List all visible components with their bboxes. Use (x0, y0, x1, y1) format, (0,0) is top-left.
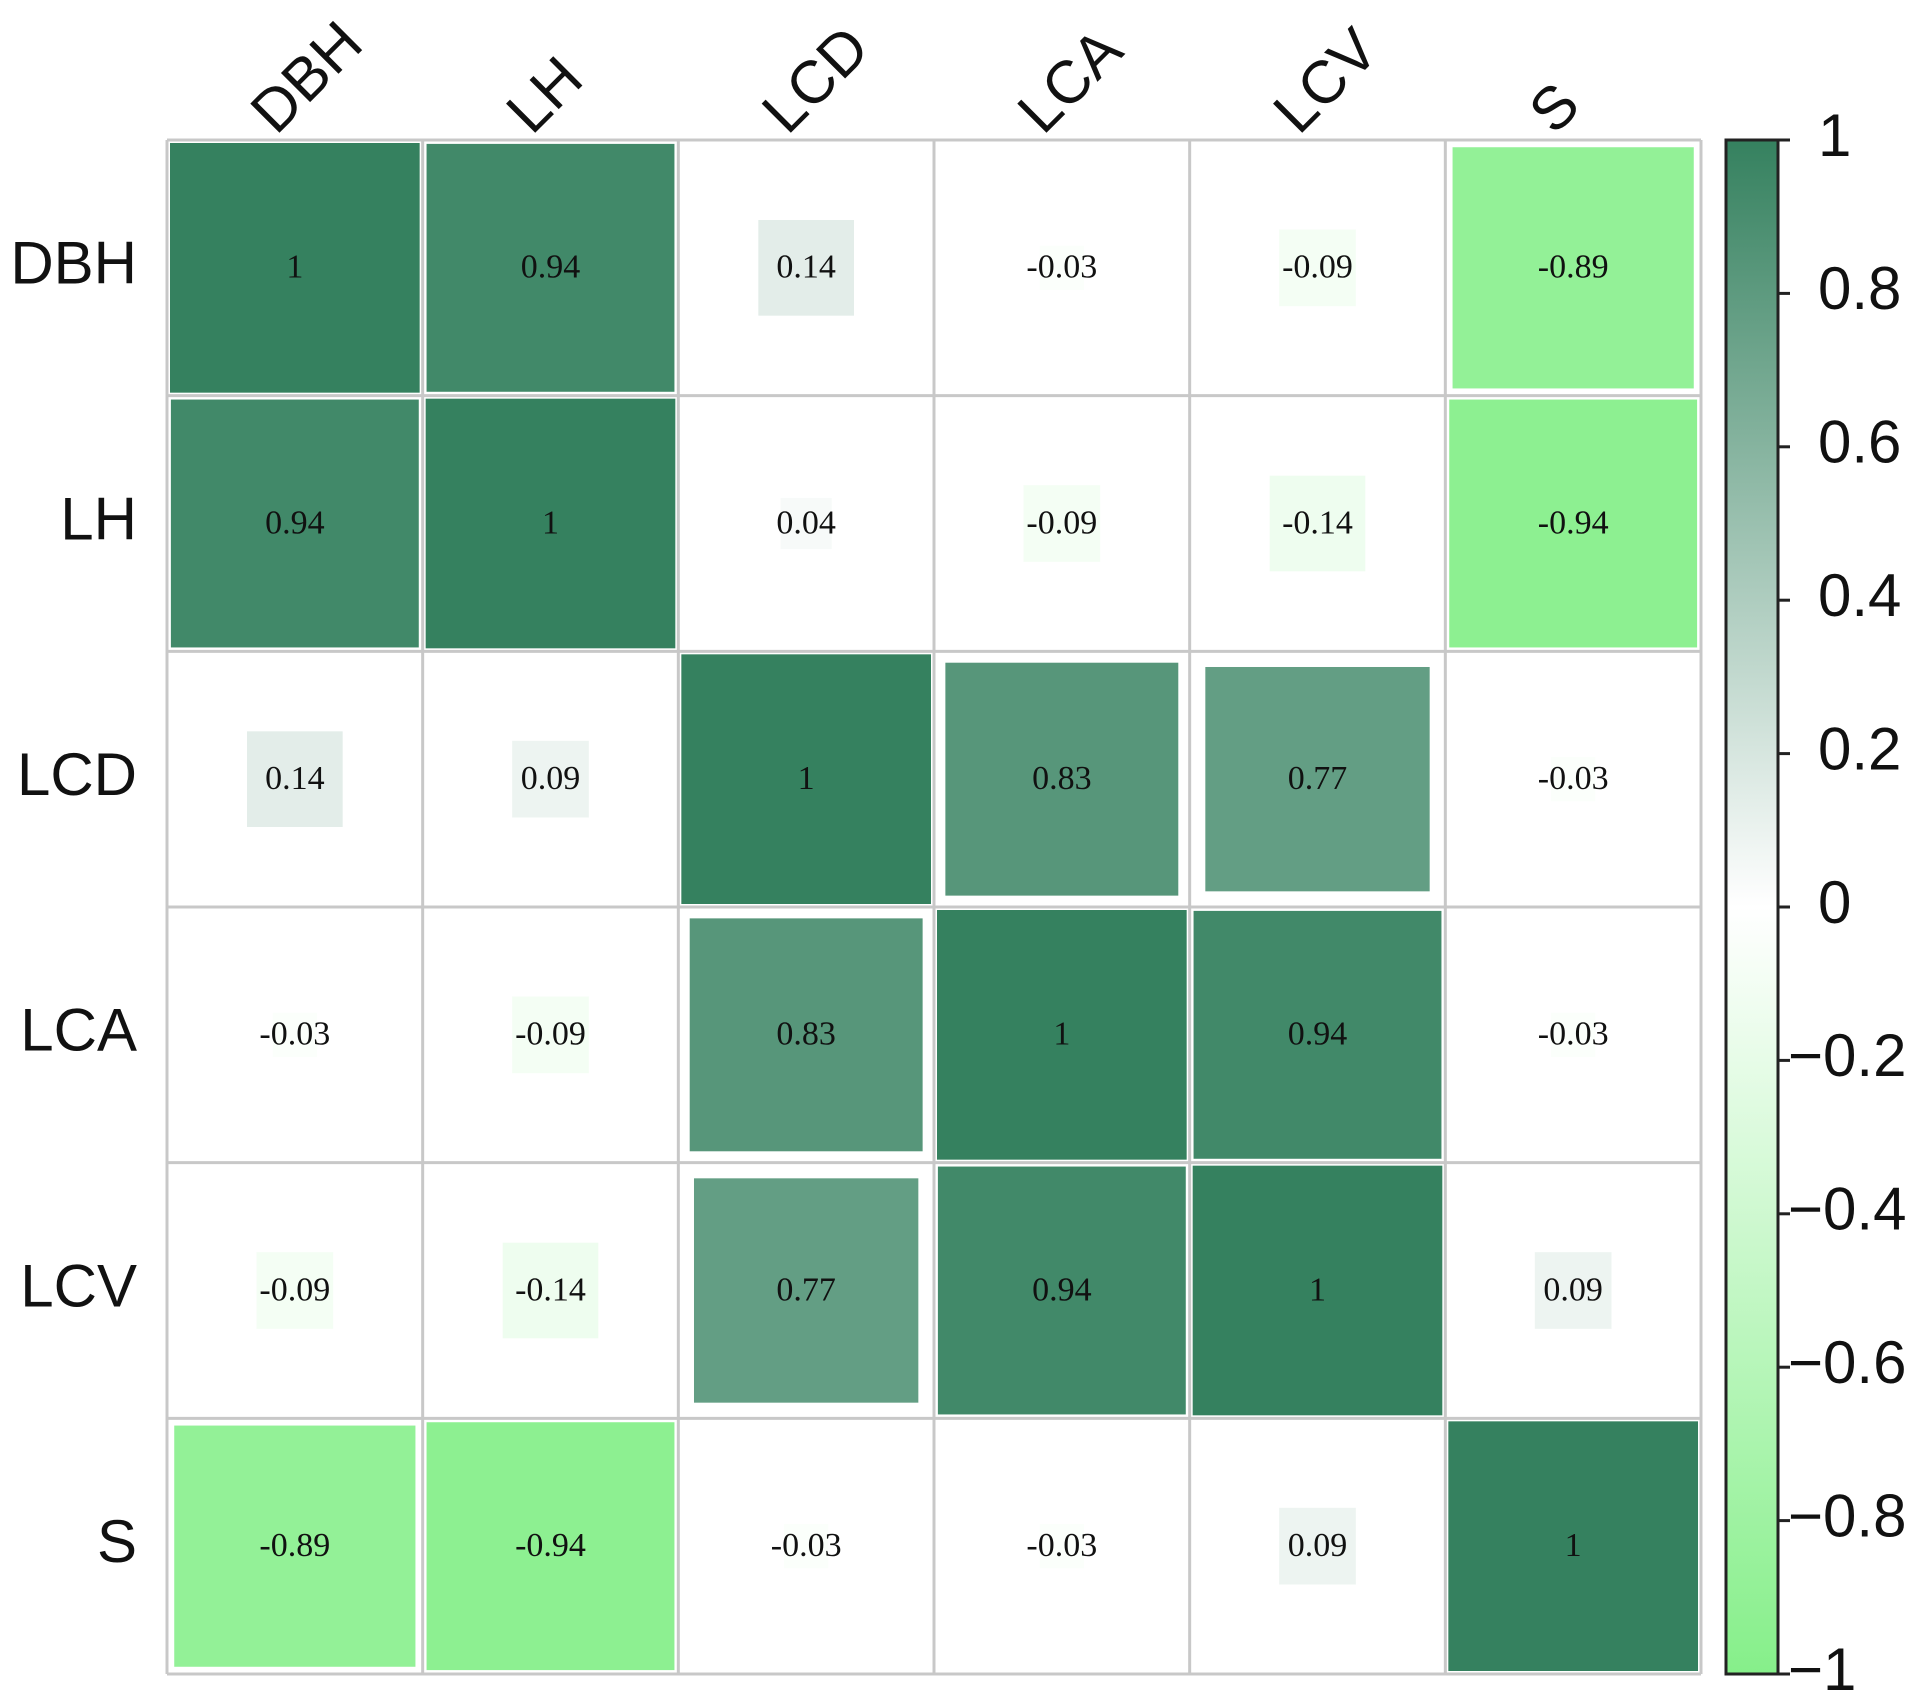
cell-square (1444, 1417, 1703, 1676)
cell-value: 0.77 (776, 1271, 836, 1308)
colorbar-tick-label: 0.6 (1818, 409, 1901, 476)
cell-square (174, 1425, 416, 1667)
cell-value: -0.14 (515, 1271, 586, 1308)
cell-square (693, 1178, 919, 1403)
cell-square (426, 1422, 675, 1671)
cell-square (1449, 399, 1698, 648)
cell-value: 0.77 (1288, 760, 1348, 797)
colorbar-tick-label: 0.8 (1818, 255, 1901, 322)
y-label: S (97, 1508, 137, 1575)
cell-square (784, 1524, 829, 1569)
cell-value: -0.89 (259, 1527, 330, 1564)
cell-value: -0.94 (1538, 504, 1609, 541)
colorbar-tick-label: −0.6 (1788, 1329, 1906, 1396)
cell-square (502, 1242, 599, 1339)
cell-square (1279, 1507, 1356, 1585)
y-label: LCD (17, 741, 137, 808)
cell-square (1551, 1012, 1596, 1057)
cell-value: 0.94 (521, 249, 581, 286)
x-label: LCA (1005, 15, 1135, 145)
cell-square (677, 650, 935, 908)
colorbar-tick-label: 0.4 (1818, 562, 1901, 629)
y-label: DBH (10, 230, 137, 297)
cell-value: 0.83 (776, 1016, 836, 1053)
cell-value: -0.03 (771, 1527, 842, 1564)
x-label: LCD (749, 13, 881, 145)
cell-value: -0.03 (259, 1016, 330, 1053)
cell-square (272, 1012, 317, 1057)
y-label: LH (60, 485, 137, 552)
cell-value: 0.14 (776, 249, 836, 286)
cell-square (1023, 485, 1101, 562)
cell-square (1188, 1161, 1447, 1420)
cell-value: 1 (798, 760, 815, 797)
colorbar-tick-label: −1 (1788, 1636, 1856, 1703)
colorbar (1724, 138, 1780, 1676)
cell-value: 0.09 (1288, 1527, 1348, 1564)
cell-square (170, 399, 419, 648)
cell-value: 1 (1309, 1271, 1326, 1308)
y-label: LCV (20, 1252, 137, 1319)
x-label: S (1516, 70, 1592, 146)
colorbar-tick-label: −0.4 (1788, 1176, 1906, 1243)
cell-square (426, 143, 675, 392)
cell-value: 0.04 (776, 504, 836, 541)
x-label: LCV (1261, 15, 1391, 145)
cell-square (780, 497, 832, 550)
y-label: LCA (20, 997, 137, 1064)
colorbar-tick-label: 0.2 (1818, 715, 1901, 782)
cell-value: 1 (542, 504, 559, 541)
cell-value: -0.03 (1026, 1527, 1097, 1564)
cell-square (758, 220, 854, 316)
cell-value: 1 (1565, 1527, 1582, 1564)
cell-square (512, 740, 589, 818)
cell-square (937, 1166, 1186, 1415)
x-label: DBH (238, 8, 375, 145)
cell-value: 0.94 (1288, 1016, 1348, 1053)
cell-value: -0.09 (515, 1016, 586, 1053)
cell-value: 0.94 (1032, 1271, 1092, 1308)
cell-value: -0.94 (515, 1527, 586, 1564)
cell-value: -0.03 (1538, 760, 1609, 797)
cell-square (1269, 475, 1366, 572)
cell-value: -0.09 (1282, 249, 1353, 286)
cell-square (1452, 147, 1694, 389)
cell-value: -0.03 (1538, 1016, 1609, 1053)
cell-value: 1 (286, 249, 303, 286)
x-label: LH (494, 44, 596, 146)
cell-value: -0.03 (1026, 249, 1097, 286)
cell-square (256, 1252, 334, 1329)
cell-value: 0.14 (265, 760, 325, 797)
cell-value: -0.89 (1538, 249, 1609, 286)
colorbar-tick-label: 1 (1818, 102, 1851, 169)
cell-square (1193, 910, 1442, 1159)
cell-value: 1 (1053, 1016, 1070, 1053)
cell-square (1551, 757, 1596, 802)
cell-value: 0.83 (1032, 760, 1092, 797)
cell-value: 0.09 (521, 760, 581, 797)
cell-square (247, 731, 343, 827)
colorbar-tick-label: −0.8 (1788, 1482, 1906, 1549)
cell-square (512, 996, 589, 1074)
cell-value: 0.94 (265, 504, 325, 541)
cell-square (166, 139, 424, 397)
cell-square (1279, 229, 1356, 307)
cell-value: -0.09 (1026, 504, 1097, 541)
colorbar-tick-label: 0 (1818, 869, 1851, 936)
cell-square (1039, 245, 1084, 290)
cell-square (1534, 1252, 1612, 1329)
cell-value: 0.09 (1543, 1271, 1603, 1308)
cell-square (1039, 1524, 1084, 1569)
cell-value: -0.14 (1282, 504, 1353, 541)
cell-value: -0.09 (259, 1271, 330, 1308)
cell-square (1205, 666, 1430, 892)
cell-square (689, 918, 923, 1152)
colorbar-tick-label: −0.2 (1788, 1022, 1906, 1089)
cell-square (945, 662, 1179, 896)
